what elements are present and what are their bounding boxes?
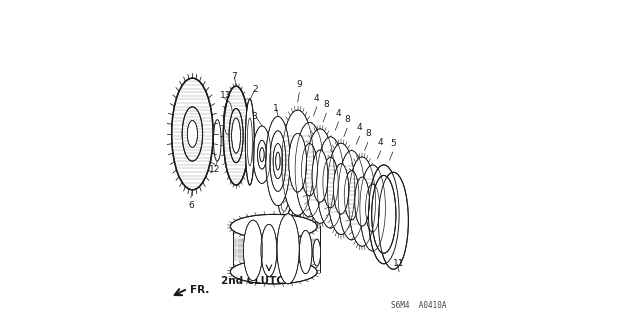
Ellipse shape: [300, 230, 312, 274]
Ellipse shape: [323, 157, 338, 208]
Ellipse shape: [365, 184, 380, 232]
Ellipse shape: [306, 129, 334, 223]
Ellipse shape: [223, 86, 249, 185]
Text: 4: 4: [356, 123, 362, 132]
Ellipse shape: [278, 192, 290, 216]
Ellipse shape: [276, 152, 280, 170]
Text: 4: 4: [336, 109, 341, 118]
Text: 8: 8: [323, 100, 329, 109]
Ellipse shape: [301, 144, 317, 196]
Ellipse shape: [270, 131, 286, 191]
Ellipse shape: [282, 110, 314, 215]
Ellipse shape: [338, 151, 365, 240]
Ellipse shape: [289, 133, 307, 192]
Text: 10: 10: [281, 219, 292, 228]
Ellipse shape: [277, 214, 300, 284]
Ellipse shape: [253, 126, 271, 183]
Ellipse shape: [372, 175, 396, 253]
Ellipse shape: [243, 220, 262, 281]
Text: 2nd CLUTCH: 2nd CLUTCH: [221, 276, 293, 286]
Ellipse shape: [333, 164, 349, 214]
Text: 5: 5: [390, 139, 396, 148]
Ellipse shape: [245, 99, 254, 185]
Ellipse shape: [172, 78, 213, 190]
Ellipse shape: [312, 150, 328, 202]
Ellipse shape: [344, 171, 359, 220]
Ellipse shape: [273, 144, 283, 179]
Ellipse shape: [349, 157, 376, 246]
Ellipse shape: [232, 118, 241, 153]
Text: 6: 6: [188, 201, 194, 210]
Ellipse shape: [182, 107, 203, 161]
Text: 7: 7: [231, 72, 237, 81]
Ellipse shape: [327, 143, 355, 234]
Ellipse shape: [369, 165, 399, 264]
Text: 8: 8: [344, 115, 350, 124]
Text: 2: 2: [253, 85, 259, 94]
Text: 13: 13: [220, 91, 232, 100]
Text: 8: 8: [365, 130, 371, 138]
Ellipse shape: [229, 108, 243, 163]
Ellipse shape: [313, 239, 321, 266]
Ellipse shape: [230, 260, 317, 284]
Text: S6M4  A0410A: S6M4 A0410A: [391, 301, 447, 310]
Text: 4: 4: [314, 94, 319, 103]
Ellipse shape: [188, 121, 198, 147]
Ellipse shape: [317, 137, 344, 228]
Ellipse shape: [355, 177, 369, 226]
Ellipse shape: [230, 214, 317, 239]
Ellipse shape: [360, 165, 385, 251]
Ellipse shape: [295, 122, 324, 217]
Text: 4: 4: [378, 138, 383, 147]
Text: FR.: FR.: [190, 285, 209, 295]
Text: 1: 1: [273, 104, 279, 113]
Ellipse shape: [266, 116, 290, 206]
Text: 3: 3: [252, 112, 257, 121]
Ellipse shape: [378, 172, 408, 269]
Ellipse shape: [260, 148, 264, 162]
Ellipse shape: [261, 224, 277, 277]
Text: 9: 9: [296, 80, 302, 89]
Text: 12: 12: [209, 165, 220, 174]
Ellipse shape: [257, 140, 266, 169]
Text: 11: 11: [394, 259, 405, 268]
